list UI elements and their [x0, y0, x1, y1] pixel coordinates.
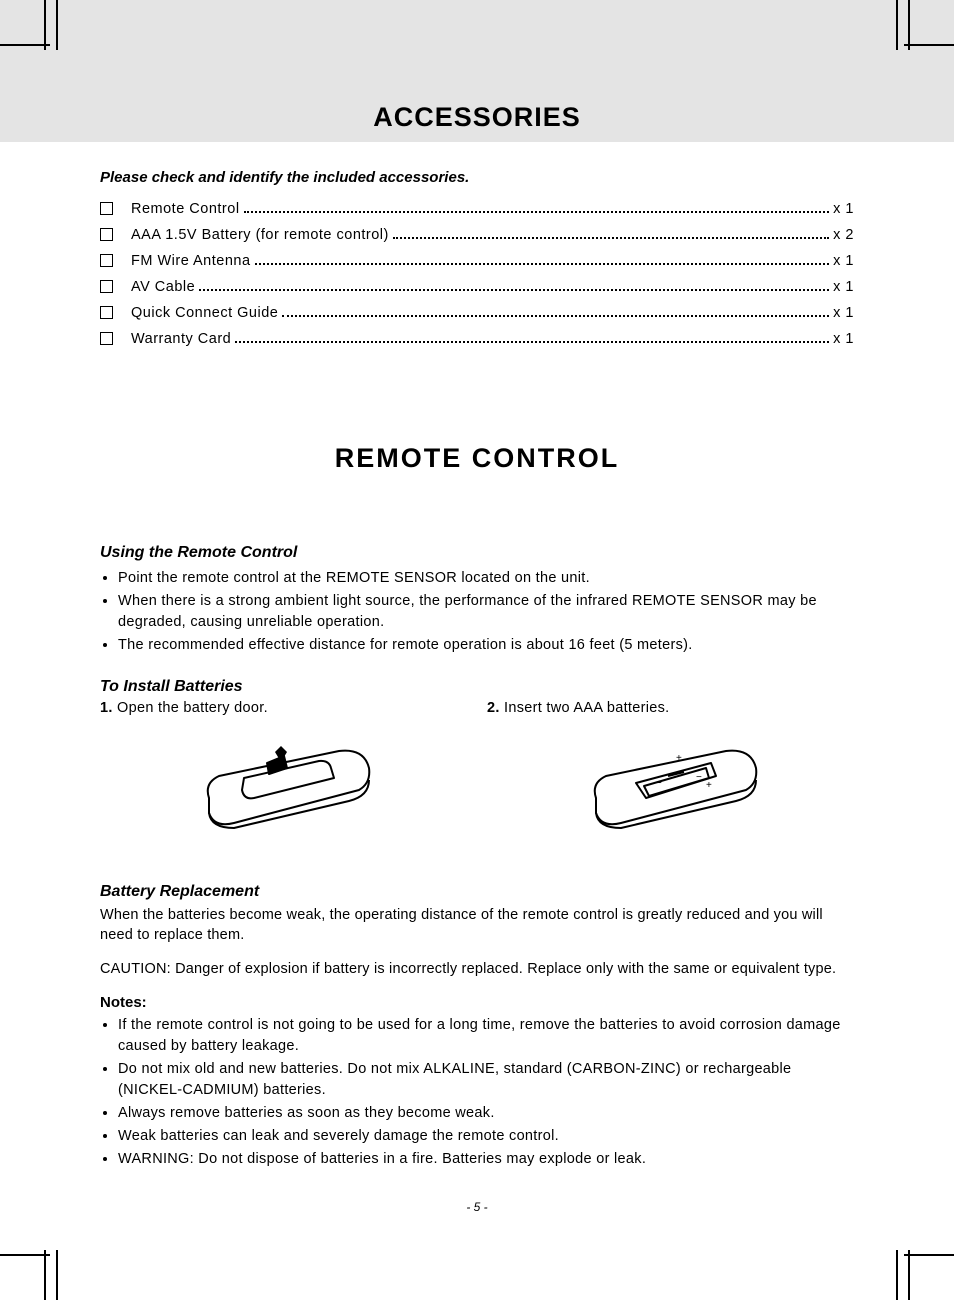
step-number: 1.	[100, 700, 113, 716]
accessory-list: Remote Control x 1 AAA 1.5V Battery (for…	[100, 196, 854, 353]
accessory-label: AV Cable	[131, 274, 195, 300]
leader-dots	[244, 199, 830, 214]
list-item: Quick Connect Guide x 1	[100, 300, 854, 326]
battery-para-1: When the batteries become weak, the oper…	[100, 905, 854, 946]
accessory-label: AAA 1.5V Battery (for remote control)	[131, 222, 389, 248]
notes-label: Notes:	[100, 994, 854, 1011]
accessory-qty: x 1	[833, 196, 854, 222]
accessory-qty: x 1	[833, 248, 854, 274]
accessory-qty: x 1	[833, 300, 854, 326]
crop-mark	[56, 1250, 58, 1300]
step-1: 1. Open the battery door.	[100, 700, 467, 843]
leader-dots	[199, 277, 829, 292]
using-heading: Using the Remote Control	[100, 544, 854, 562]
step-text: 1. Open the battery door.	[100, 700, 467, 716]
list-item: AAA 1.5V Battery (for remote control) x …	[100, 222, 854, 248]
step-text: 2. Insert two AAA batteries.	[487, 700, 854, 716]
remote-title: REMOTE CONTROL	[100, 443, 854, 474]
accessory-label: FM Wire Antenna	[131, 248, 251, 274]
list-item: AV Cable x 1	[100, 274, 854, 300]
checkbox-icon	[100, 280, 113, 293]
svg-text:+: +	[676, 753, 682, 764]
accessory-qty: x 1	[833, 326, 854, 352]
accessory-qty: x 1	[833, 274, 854, 300]
list-item: WARNING: Do not dispose of batteries in …	[118, 1149, 854, 1170]
svg-text:−: −	[696, 772, 702, 783]
crop-mark	[44, 1250, 46, 1300]
accessory-qty: x 2	[833, 222, 854, 248]
page-number: - 5 -	[100, 1200, 854, 1214]
step-number: 2.	[487, 700, 500, 716]
accessories-title: ACCESSORIES	[100, 0, 854, 133]
accessories-intro: Please check and identify the included a…	[100, 169, 854, 186]
step-2: 2. Insert two AAA batteries. + − − +	[487, 700, 854, 843]
leader-dots	[282, 303, 829, 318]
leader-dots	[393, 225, 829, 240]
battery-heading: Battery Replacement	[100, 883, 854, 901]
install-steps: 1. Open the battery door. 2. Insert two …	[100, 700, 854, 843]
crop-mark	[0, 1254, 50, 1256]
crop-mark	[908, 1250, 910, 1300]
step-label: Insert two AAA batteries.	[500, 700, 670, 716]
list-item: The recommended effective distance for r…	[118, 635, 854, 656]
page-content: ACCESSORIES Please check and identify th…	[0, 0, 954, 1214]
remote-diagram-1	[100, 728, 467, 843]
checkbox-icon	[100, 306, 113, 319]
list-item: Always remove batteries as soon as they …	[118, 1103, 854, 1124]
leader-dots	[235, 329, 829, 344]
leader-dots	[255, 251, 830, 266]
install-heading: To Install Batteries	[100, 678, 854, 696]
list-item: Weak batteries can leak and severely dam…	[118, 1126, 854, 1147]
battery-para-2: CAUTION: Danger of explosion if battery …	[100, 959, 854, 979]
svg-text:−: −	[656, 778, 662, 789]
checkbox-icon	[100, 228, 113, 241]
list-item: If the remote control is not going to be…	[118, 1015, 854, 1057]
using-bullets: Point the remote control at the REMOTE S…	[100, 568, 854, 656]
checkbox-icon	[100, 202, 113, 215]
checkbox-icon	[100, 332, 113, 345]
remote-diagram-2: + − − +	[487, 728, 854, 843]
accessory-label: Warranty Card	[131, 326, 231, 352]
list-item: FM Wire Antenna x 1	[100, 248, 854, 274]
list-item: When there is a strong ambient light sou…	[118, 591, 854, 633]
svg-text:+: +	[706, 780, 712, 791]
notes-list: If the remote control is not going to be…	[100, 1015, 854, 1170]
list-item: Do not mix old and new batteries. Do not…	[118, 1059, 854, 1101]
accessory-label: Quick Connect Guide	[131, 300, 278, 326]
crop-mark	[896, 1250, 898, 1300]
step-label: Open the battery door.	[113, 700, 268, 716]
accessory-label: Remote Control	[131, 196, 240, 222]
list-item: Point the remote control at the REMOTE S…	[118, 568, 854, 589]
list-item: Remote Control x 1	[100, 196, 854, 222]
checkbox-icon	[100, 254, 113, 267]
list-item: Warranty Card x 1	[100, 326, 854, 352]
crop-mark	[904, 1254, 954, 1256]
